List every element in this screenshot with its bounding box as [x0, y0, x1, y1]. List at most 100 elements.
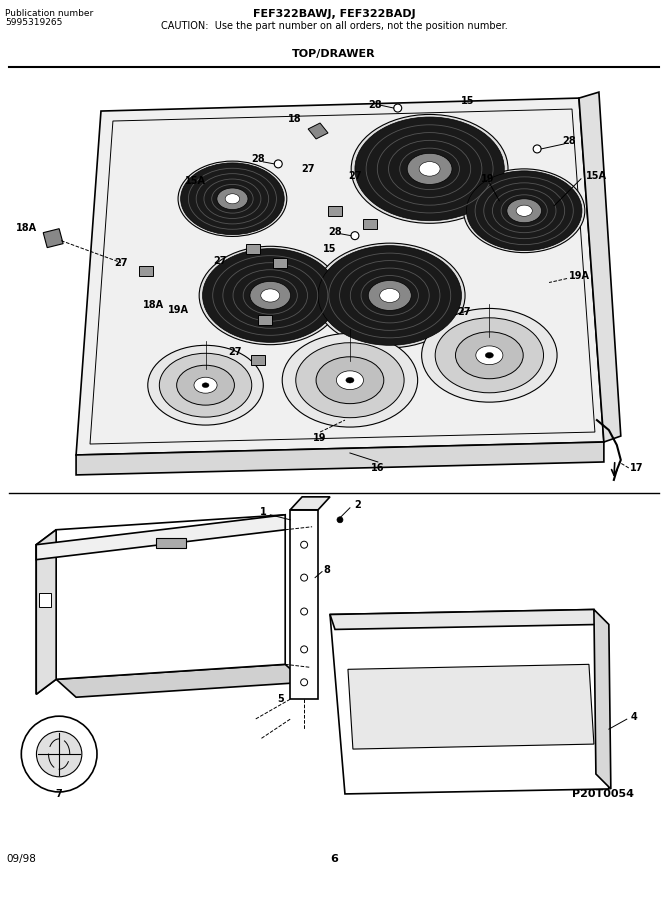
Ellipse shape	[351, 114, 508, 223]
Polygon shape	[290, 497, 330, 509]
Text: 28: 28	[252, 154, 265, 164]
Text: 28: 28	[368, 100, 381, 110]
Text: 27: 27	[228, 347, 242, 357]
Circle shape	[37, 732, 82, 777]
FancyBboxPatch shape	[246, 244, 261, 254]
Text: 09/98: 09/98	[7, 854, 36, 864]
Text: CAUTION:  Use the part number on all orders, not the position number.: CAUTION: Use the part number on all orde…	[160, 22, 508, 32]
Ellipse shape	[456, 332, 523, 379]
Text: 5995319265: 5995319265	[5, 18, 63, 27]
Ellipse shape	[261, 289, 280, 302]
Ellipse shape	[337, 371, 363, 390]
Polygon shape	[76, 442, 604, 475]
FancyBboxPatch shape	[156, 537, 186, 548]
Polygon shape	[56, 664, 305, 698]
Ellipse shape	[507, 199, 542, 222]
Polygon shape	[36, 530, 56, 694]
Ellipse shape	[346, 377, 354, 383]
Ellipse shape	[407, 153, 452, 184]
Polygon shape	[308, 123, 328, 139]
Text: 18A: 18A	[16, 222, 37, 233]
Text: 19A: 19A	[168, 305, 189, 315]
Text: 6: 6	[330, 854, 338, 864]
Circle shape	[533, 145, 541, 153]
Ellipse shape	[178, 161, 287, 237]
FancyBboxPatch shape	[259, 315, 273, 326]
Polygon shape	[348, 664, 594, 749]
Text: 27: 27	[348, 171, 361, 181]
FancyBboxPatch shape	[251, 356, 265, 365]
Polygon shape	[330, 609, 609, 794]
Ellipse shape	[368, 281, 411, 310]
Text: 18A: 18A	[143, 301, 164, 310]
FancyBboxPatch shape	[363, 219, 377, 229]
Ellipse shape	[318, 246, 462, 346]
Text: FEF322BAWJ, FEF322BADJ: FEF322BAWJ, FEF322BADJ	[253, 9, 415, 20]
Ellipse shape	[176, 365, 234, 405]
Text: 19A: 19A	[568, 271, 589, 281]
Text: 16: 16	[371, 463, 385, 473]
Text: 15A: 15A	[185, 176, 206, 185]
Text: 15: 15	[323, 244, 337, 254]
Text: 5: 5	[277, 694, 284, 704]
Text: 27: 27	[301, 164, 315, 174]
Text: 15A: 15A	[587, 171, 607, 181]
Ellipse shape	[194, 377, 217, 393]
Text: 7: 7	[55, 789, 63, 799]
Text: 15: 15	[461, 96, 474, 106]
FancyBboxPatch shape	[328, 206, 342, 216]
Circle shape	[301, 646, 307, 652]
Text: 17: 17	[630, 463, 643, 473]
Ellipse shape	[422, 309, 557, 402]
Polygon shape	[330, 609, 599, 629]
Text: 27: 27	[458, 308, 471, 318]
Text: P20T0054: P20T0054	[572, 789, 634, 799]
Ellipse shape	[355, 117, 504, 220]
Ellipse shape	[476, 346, 503, 365]
Polygon shape	[76, 98, 604, 455]
Circle shape	[301, 679, 307, 686]
Polygon shape	[36, 515, 285, 560]
Ellipse shape	[202, 248, 338, 342]
Ellipse shape	[315, 243, 465, 347]
Ellipse shape	[516, 205, 532, 216]
Ellipse shape	[225, 194, 240, 203]
Ellipse shape	[250, 282, 291, 310]
Text: 27: 27	[214, 256, 227, 266]
Text: 27: 27	[114, 257, 128, 267]
Text: 18: 18	[289, 114, 302, 124]
Ellipse shape	[148, 346, 263, 425]
Polygon shape	[56, 515, 285, 680]
Text: 4: 4	[631, 712, 637, 722]
Ellipse shape	[180, 163, 284, 235]
Ellipse shape	[435, 318, 544, 392]
Ellipse shape	[282, 333, 418, 428]
Text: Publication number: Publication number	[5, 9, 94, 18]
Circle shape	[337, 517, 343, 523]
Text: 28: 28	[562, 136, 576, 146]
Polygon shape	[290, 509, 318, 699]
Circle shape	[301, 541, 307, 548]
FancyBboxPatch shape	[273, 257, 287, 267]
Ellipse shape	[202, 382, 209, 388]
Polygon shape	[43, 229, 63, 248]
Ellipse shape	[419, 162, 440, 176]
Circle shape	[301, 608, 307, 615]
Circle shape	[21, 716, 97, 792]
Text: 2: 2	[355, 500, 361, 509]
Ellipse shape	[466, 171, 582, 250]
Polygon shape	[579, 92, 621, 442]
Text: 1: 1	[260, 507, 267, 517]
Text: 19: 19	[480, 174, 494, 184]
Text: 28: 28	[328, 227, 342, 237]
Text: 19: 19	[313, 433, 327, 443]
Ellipse shape	[485, 353, 494, 358]
FancyBboxPatch shape	[39, 592, 51, 607]
Ellipse shape	[464, 169, 585, 253]
Ellipse shape	[160, 354, 252, 417]
Circle shape	[393, 104, 401, 112]
Circle shape	[351, 231, 359, 239]
Polygon shape	[594, 609, 611, 789]
FancyBboxPatch shape	[139, 266, 153, 275]
Text: TOP/DRAWER: TOP/DRAWER	[292, 50, 376, 59]
